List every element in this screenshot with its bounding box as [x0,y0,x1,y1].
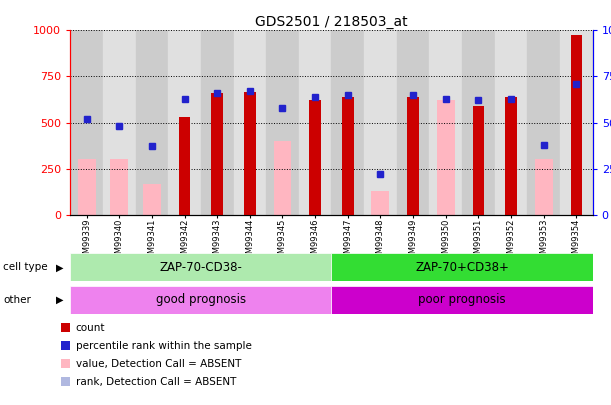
Bar [143,184,161,215]
Bar [309,100,321,215]
Bar [473,106,484,215]
Bar [535,160,553,215]
Text: ZAP-70-CD38-: ZAP-70-CD38- [159,261,243,274]
Bar [61,323,70,332]
Text: poor prognosis: poor prognosis [419,293,506,306]
Bar [408,97,419,215]
Bar [505,97,517,215]
Bar [397,30,430,215]
Bar [364,30,397,215]
Bar [61,377,70,386]
Bar [274,141,291,215]
Bar [331,286,593,314]
Bar [437,100,455,215]
Bar [70,286,331,314]
Text: ZAP-70+CD38+: ZAP-70+CD38+ [415,261,509,274]
Bar [331,30,364,215]
Bar [61,359,70,368]
Text: other: other [3,295,31,305]
Bar [211,93,223,215]
Bar [560,30,593,215]
Bar [462,30,495,215]
Bar [299,30,331,215]
Text: count: count [76,324,105,333]
Text: ▶: ▶ [56,295,64,305]
Bar [527,30,560,215]
Bar [331,253,593,281]
Bar [61,341,70,350]
Bar [571,35,582,215]
Bar [110,160,128,215]
Text: value, Detection Call = ABSENT: value, Detection Call = ABSENT [76,359,241,369]
Bar [201,30,233,215]
Bar [266,30,299,215]
Bar [168,30,201,215]
Bar [179,117,190,215]
Bar [136,30,168,215]
Text: cell type: cell type [3,262,48,272]
Text: rank, Detection Call = ABSENT: rank, Detection Call = ABSENT [76,377,236,387]
Bar [371,191,389,215]
Bar [342,97,354,215]
Bar [430,30,462,215]
Text: ▶: ▶ [56,262,64,272]
Bar [70,30,103,215]
Bar [233,30,266,215]
Bar [244,92,255,215]
Bar [495,30,527,215]
Title: GDS2501 / 218503_at: GDS2501 / 218503_at [255,15,408,29]
Bar [70,253,331,281]
Bar [78,160,95,215]
Text: good prognosis: good prognosis [156,293,246,306]
Bar [103,30,136,215]
Text: percentile rank within the sample: percentile rank within the sample [76,341,252,351]
